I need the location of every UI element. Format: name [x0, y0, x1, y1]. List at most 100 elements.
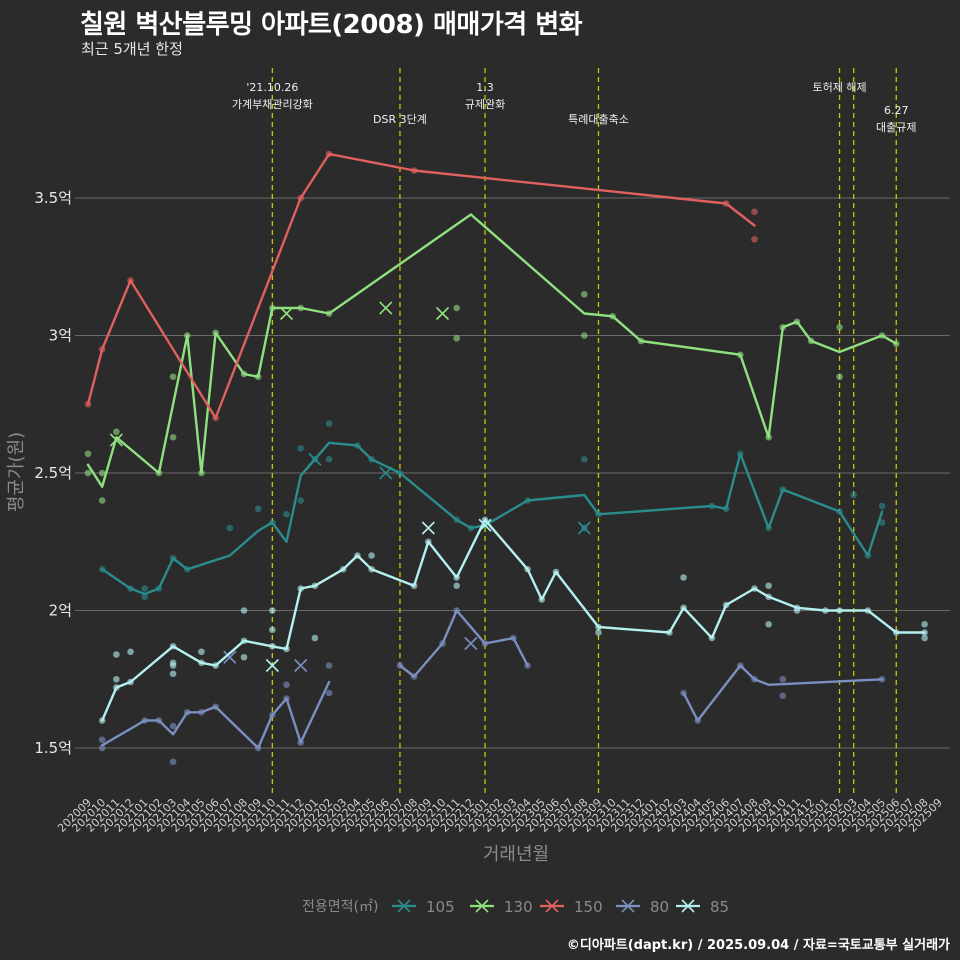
event-label: 1.3	[476, 81, 494, 94]
series-line	[398, 609, 529, 678]
event-label: 6.27	[884, 104, 909, 117]
series-105	[98, 420, 886, 601]
cross-marker	[279, 306, 294, 321]
legend-label: 85	[710, 898, 729, 916]
legend-label: 80	[650, 898, 669, 916]
legend-cross	[475, 899, 489, 913]
x-axis-title: 거래년월	[483, 844, 549, 865]
data-point	[269, 626, 276, 634]
data-point	[169, 373, 177, 381]
legend-cross	[397, 899, 411, 913]
data-point	[779, 692, 787, 700]
legend-item-105: 105	[392, 898, 455, 916]
series-85	[98, 516, 928, 724]
data-point	[98, 469, 106, 477]
y-tick-label: 2.5억	[34, 464, 72, 482]
data-point	[581, 290, 588, 298]
series-layer	[84, 150, 928, 766]
data-point	[325, 420, 333, 427]
data-point	[226, 524, 234, 532]
data-point	[98, 497, 106, 504]
data-point	[581, 455, 588, 463]
y-tick-label: 3억	[49, 327, 72, 345]
legend-item-150: 150	[540, 898, 603, 916]
series-line	[101, 441, 884, 596]
cross-marker	[435, 306, 450, 321]
series-130	[84, 213, 900, 504]
data-point	[169, 758, 177, 766]
y-axis: 1.5억 2억 2.5억 3억 3.5억	[34, 189, 72, 757]
data-point	[84, 450, 92, 458]
grid-lines	[75, 197, 950, 749]
data-point	[254, 505, 262, 513]
legend-label: 105	[426, 898, 455, 916]
series-line	[682, 664, 884, 722]
event-label: 가계부채관리강화	[232, 98, 313, 111]
data-point	[283, 681, 290, 689]
cross-marker	[577, 521, 591, 535]
data-point	[453, 334, 460, 342]
data-point	[751, 235, 758, 243]
series-line	[86, 213, 898, 488]
cross-marker	[421, 521, 435, 535]
legend-cross	[545, 899, 559, 913]
series-line	[101, 680, 331, 750]
data-point	[98, 736, 106, 744]
data-point	[878, 502, 886, 510]
data-point	[921, 634, 928, 642]
legend-item-80: 80	[616, 898, 669, 916]
data-point	[836, 373, 843, 381]
data-point	[169, 433, 177, 441]
data-point	[113, 651, 120, 658]
data-point	[141, 593, 149, 601]
y-axis-title: 평균가(원)	[6, 432, 27, 512]
data-point	[198, 648, 205, 656]
data-point	[98, 744, 106, 752]
y-tick-label: 1.5억	[34, 739, 72, 757]
data-point	[240, 607, 248, 614]
data-point	[368, 552, 375, 559]
event-label: 특례대출축소	[568, 113, 629, 126]
y-tick-label: 2억	[49, 602, 72, 620]
source-caption: ©디아파트(dapt.kr) / 2025.09.04 / 자료=국토교통부 실…	[566, 938, 950, 953]
legend: 전용면적(㎡) 105 130 150 80 85	[302, 898, 729, 916]
data-point	[325, 662, 333, 669]
data-point	[169, 659, 177, 667]
y-tick-label: 3.5억	[34, 189, 72, 207]
legend-title: 전용면적(㎡)	[302, 899, 378, 915]
data-point	[297, 444, 305, 452]
data-point	[113, 428, 120, 436]
cross-marker	[223, 650, 237, 664]
cross-marker	[109, 433, 123, 447]
data-point	[581, 332, 588, 339]
legend-label: 130	[504, 898, 533, 916]
data-point	[921, 620, 928, 628]
data-point	[141, 585, 149, 592]
legend-item-85: 85	[676, 898, 729, 916]
data-point	[779, 675, 787, 683]
data-point	[113, 675, 120, 683]
legend-label: 150	[574, 898, 603, 916]
series-line	[101, 518, 926, 722]
data-point	[453, 582, 460, 590]
cross-marker	[478, 518, 492, 532]
data-point	[680, 574, 687, 581]
data-point	[84, 469, 92, 477]
data-point	[836, 323, 843, 331]
data-point	[127, 648, 134, 656]
cross-marker	[379, 466, 393, 480]
data-point	[878, 519, 886, 526]
series-150	[84, 150, 758, 422]
data-point	[751, 208, 758, 216]
cross-marker	[379, 301, 393, 315]
event-label: 토허제 해제	[812, 80, 866, 94]
data-point	[765, 582, 772, 590]
event-label: 규제완화	[465, 98, 505, 111]
event-label: '21.10.26	[246, 81, 298, 94]
data-point	[283, 510, 290, 518]
data-point	[595, 629, 602, 636]
data-point	[765, 620, 772, 628]
data-point	[325, 689, 333, 697]
